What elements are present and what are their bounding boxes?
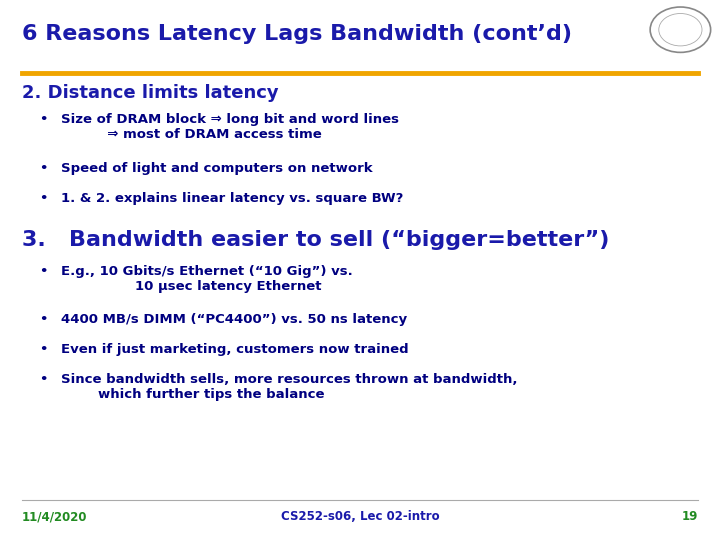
Text: •: • (40, 113, 48, 126)
Text: •: • (40, 265, 48, 278)
Text: 4400 MB/s DIMM (“PC4400”) vs. 50 ns latency: 4400 MB/s DIMM (“PC4400”) vs. 50 ns late… (61, 313, 408, 326)
Text: Speed of light and computers on network: Speed of light and computers on network (61, 162, 373, 175)
Text: •: • (40, 313, 48, 326)
Text: E.g., 10 Gbits/s Ethernet (“10 Gig”) vs.
                10 μsec latency Etherne: E.g., 10 Gbits/s Ethernet (“10 Gig”) vs.… (61, 265, 353, 293)
Text: Size of DRAM block ⇒ long bit and word lines
          ⇒ most of DRAM access tim: Size of DRAM block ⇒ long bit and word l… (61, 113, 399, 141)
Text: •: • (40, 343, 48, 356)
Text: 1. & 2. explains linear latency vs. square BW?: 1. & 2. explains linear latency vs. squa… (61, 192, 404, 205)
Text: 19: 19 (682, 510, 698, 523)
Text: Since bandwidth sells, more resources thrown at bandwidth,
        which further: Since bandwidth sells, more resources th… (61, 373, 518, 401)
Text: •: • (40, 373, 48, 386)
Text: 2. Distance limits latency: 2. Distance limits latency (22, 84, 278, 102)
Text: CS252-s06, Lec 02-intro: CS252-s06, Lec 02-intro (281, 510, 439, 523)
Text: 3.   Bandwidth easier to sell (“bigger=better”): 3. Bandwidth easier to sell (“bigger=bet… (22, 230, 609, 249)
Text: •: • (40, 192, 48, 205)
Text: •: • (40, 162, 48, 175)
Text: 6 Reasons Latency Lags Bandwidth (cont’d): 6 Reasons Latency Lags Bandwidth (cont’d… (22, 24, 572, 44)
Text: Even if just marketing, customers now trained: Even if just marketing, customers now tr… (61, 343, 409, 356)
Text: 11/4/2020: 11/4/2020 (22, 510, 87, 523)
